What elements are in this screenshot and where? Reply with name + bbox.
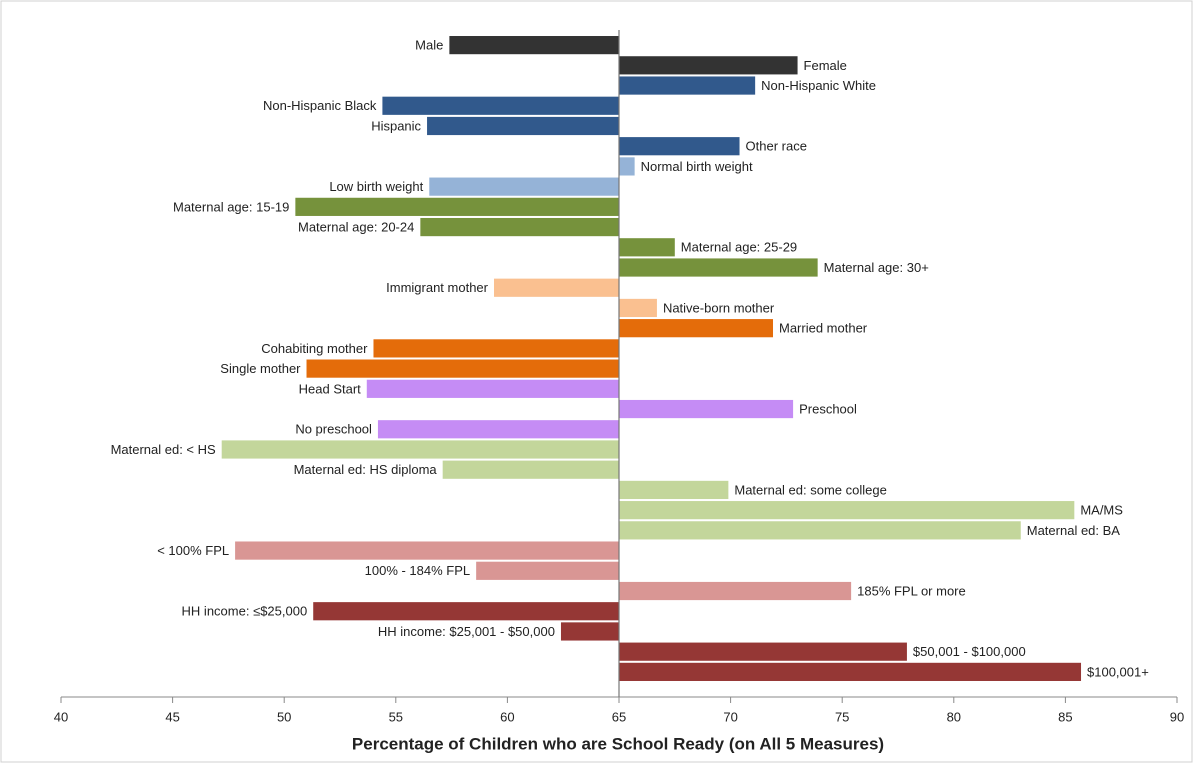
bar-label: Preschool: [799, 401, 857, 416]
x-tick-label: 55: [389, 709, 403, 724]
bar: [619, 76, 756, 95]
bar: [429, 177, 619, 196]
bar: [373, 339, 619, 358]
bar-label: $100,001+: [1087, 664, 1149, 679]
bar: [619, 662, 1082, 681]
x-tick-label: 85: [1058, 709, 1072, 724]
bar: [619, 238, 675, 257]
x-tick-label: 45: [165, 709, 179, 724]
bar-label: Normal birth weight: [641, 159, 753, 174]
bar: [619, 157, 635, 176]
bar: [619, 298, 657, 318]
bar-label: Immigrant mother: [386, 280, 489, 295]
bar-label: MA/MS: [1080, 503, 1123, 518]
bar-label: 185% FPL or more: [857, 583, 966, 598]
bar: [619, 399, 794, 419]
x-tick-label: 70: [723, 709, 737, 724]
bar: [306, 359, 619, 378]
x-tick-label: 50: [277, 709, 291, 724]
bar: [382, 96, 619, 115]
bar-label: Female: [804, 58, 847, 73]
bar-label: Married mother: [779, 321, 868, 336]
bar-label: Head Start: [299, 381, 362, 396]
x-tick-label: 90: [1170, 709, 1184, 724]
bar: [449, 36, 619, 55]
bar: [420, 217, 619, 237]
bar-label: Maternal ed: HS diploma: [294, 462, 438, 477]
bar: [442, 460, 619, 479]
bar-label: Maternal age: 20-24: [298, 220, 414, 235]
bar: [295, 197, 619, 216]
bar-label: HH income: ≤$25,000: [182, 604, 308, 619]
bar: [619, 319, 774, 338]
bar: [235, 541, 619, 560]
bar-label: No preschool: [295, 422, 372, 437]
x-axis-title: Percentage of Children who are School Re…: [352, 734, 884, 753]
x-tick-label: 75: [835, 709, 849, 724]
bar-label: Maternal age: 15-19: [173, 199, 289, 214]
bar: [560, 622, 619, 641]
bar-label: Maternal age: 25-29: [681, 240, 797, 255]
bar: [619, 581, 852, 601]
bar-label: HH income: $25,001 - $50,000: [378, 624, 555, 639]
x-tick-label: 65: [612, 709, 626, 724]
bar-label: Cohabiting mother: [261, 341, 368, 356]
bar-label: Single mother: [220, 361, 301, 376]
bar: [619, 521, 1021, 540]
bar: [619, 480, 729, 500]
bar-label: Hispanic: [371, 118, 421, 133]
bar-label: Male: [415, 38, 443, 53]
bar: [476, 561, 619, 580]
bar: [427, 116, 619, 136]
bar: [377, 420, 619, 439]
bar: [366, 379, 619, 398]
bar: [494, 278, 619, 297]
bar: [221, 440, 620, 459]
x-tick-label: 80: [947, 709, 961, 724]
bar-label: 100% - 184% FPL: [365, 563, 471, 578]
bar: [619, 56, 798, 75]
bar: [619, 137, 740, 156]
bar-label: Maternal ed: BA: [1027, 523, 1121, 538]
bar-label: < 100% FPL: [157, 543, 229, 558]
bar-label: Maternal age: 30+: [824, 260, 929, 275]
bar-label: Native-born mother: [663, 300, 775, 315]
bar-label: Low birth weight: [329, 179, 423, 194]
bar-label: Maternal ed: some college: [734, 482, 886, 497]
bar: [619, 501, 1075, 520]
bar: [313, 602, 619, 621]
bar-label: Maternal ed: < HS: [111, 442, 216, 457]
bar-label: Other race: [746, 139, 807, 154]
bar-label: Non-Hispanic White: [761, 78, 876, 93]
x-tick-label: 60: [500, 709, 514, 724]
bar-label: $50,001 - $100,000: [913, 644, 1026, 659]
x-tick-label: 40: [54, 709, 68, 724]
bar: [619, 642, 907, 661]
bar: [619, 258, 818, 277]
bar-label: Non-Hispanic Black: [263, 98, 377, 113]
